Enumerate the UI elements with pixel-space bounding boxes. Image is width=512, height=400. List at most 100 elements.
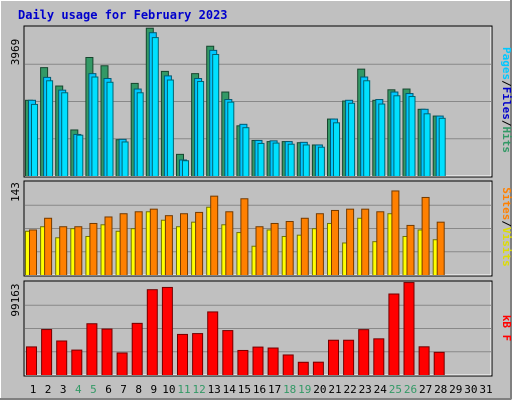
bar-kbytes-day-18 (282, 354, 294, 375)
bar-sites-day-10 (164, 215, 173, 275)
x-tick-label: 31 (479, 383, 492, 396)
x-tick-label: 3 (60, 383, 67, 396)
bar-sites-day-24 (376, 211, 385, 275)
bar-kbytes-day-21 (328, 339, 339, 375)
bar-kbytes-day-26 (403, 282, 415, 375)
x-tick-label: 6 (105, 383, 112, 396)
bar-kbytes-day-11 (177, 333, 188, 375)
x-tick-label: 27 (419, 383, 432, 396)
bar-kbytes-day-9 (146, 289, 158, 375)
x-tick-label: 4 (75, 383, 82, 396)
bar-kbytes-day-16 (252, 346, 264, 375)
bar-files-day-7 (121, 141, 129, 176)
bar-sites-day-1 (29, 229, 37, 275)
bar-kbytes-day-19 (297, 361, 309, 375)
legend-files: Files (500, 87, 512, 120)
bar-kbytes-day-4 (71, 349, 83, 375)
bar-files-day-19 (302, 144, 310, 176)
bar-kbytes-day-15 (237, 349, 249, 375)
bar-kbytes-day-6 (101, 328, 113, 375)
bar-kbytes-day-8 (131, 322, 143, 375)
x-tick-label: 17 (268, 383, 281, 396)
x-tick-label: 1 (30, 383, 37, 396)
bar-files-day-16 (257, 142, 265, 176)
bar-files-day-2 (46, 80, 54, 176)
bar-sites-day-25 (391, 190, 400, 275)
legend-hits: Hits (500, 127, 512, 154)
bar-kbytes-day-28 (433, 351, 445, 375)
bar-sites-day-9 (149, 208, 158, 275)
bar-kbytes-day-25 (388, 293, 400, 375)
kbytes-panel (23, 280, 493, 377)
x-tick-label: 5 (90, 383, 97, 396)
bar-kbytes-day-17 (267, 347, 279, 375)
bar-kbytes-day-12 (192, 333, 204, 375)
bar-kbytes-day-3 (56, 340, 68, 375)
bar-kbytes-day-2 (41, 329, 53, 375)
bar-files-day-4 (76, 134, 84, 176)
bar-files-day-28 (438, 117, 446, 176)
bar-sites-day-15 (240, 198, 249, 275)
x-tick-label: 8 (135, 383, 142, 396)
bar-files-day-27 (423, 113, 431, 176)
x-tick-label: 18 (283, 383, 296, 396)
bar-kbytes-day-27 (418, 346, 430, 375)
x-tick-label: 7 (120, 383, 127, 396)
bar-sites-day-5 (89, 222, 98, 275)
bar-sites-day-21 (331, 209, 339, 275)
bar-sites-day-14 (225, 211, 234, 275)
bar-sites-day-4 (74, 226, 83, 275)
bar-sites-day-17 (270, 222, 279, 275)
x-tick-label: 15 (238, 383, 251, 396)
bar-sites-day-27 (421, 196, 430, 275)
bar-files-day-22 (348, 102, 356, 176)
x-tick-label: 10 (162, 383, 175, 396)
bar-sites-day-3 (59, 226, 68, 275)
hits-files-pages-panel (23, 25, 493, 178)
bar-sites-day-2 (44, 217, 53, 275)
legend-sites: Sites (500, 187, 512, 220)
x-tick-label: 28 (434, 383, 447, 396)
bar-kbytes-day-23 (358, 329, 370, 375)
x-tick-label: 19 (298, 383, 311, 396)
x-tick-label: 16 (253, 383, 266, 396)
bar-kbytes-day-5 (86, 323, 98, 375)
bar-kbytes-day-7 (116, 352, 128, 375)
bar-kbytes-day-13 (207, 311, 219, 375)
x-tick-label: 9 (150, 383, 157, 396)
bar-sites-day-22 (346, 208, 355, 275)
bar-files-day-23 (363, 80, 371, 176)
bar-kbytes-day-14 (222, 330, 234, 375)
chart-title: Daily usage for February 2023 (18, 8, 228, 22)
bar-files-day-5 (91, 76, 99, 176)
x-tick-label: 29 (449, 383, 462, 396)
legend-pages: Pages (500, 47, 512, 80)
bar-sites-day-8 (134, 211, 143, 275)
x-tick-label: 26 (404, 383, 417, 396)
bar-files-day-6 (106, 81, 114, 176)
panel-kbytes-max-label: 99163 (9, 283, 22, 316)
bar-kbytes-day-24 (373, 338, 385, 375)
bar-sites-day-20 (315, 213, 324, 275)
bar-sites-day-7 (119, 213, 128, 275)
bar-files-day-18 (287, 143, 295, 176)
bar-kbytes-day-20 (312, 361, 324, 375)
bar-files-day-12 (197, 81, 205, 176)
bar-kbytes-day-10 (161, 286, 173, 375)
bar-files-day-11 (182, 160, 189, 176)
legend-visits: Visits (500, 227, 512, 267)
bar-files-day-20 (317, 146, 325, 176)
panel-visits-max-label: 143 (9, 182, 22, 202)
bar-kbytes-day-1 (26, 346, 37, 375)
visits-sites-panel (23, 180, 493, 277)
bar-sites-day-11 (180, 213, 188, 275)
bar-sites-day-23 (361, 208, 370, 275)
bar-files-day-26 (408, 96, 416, 176)
x-axis-day-labels: 1 2 3 4 5 6 7 8 9 10 11 12 13 14 15 16 17 18 19 20 21 22 23 24 2… (30, 383, 493, 396)
x-tick-label: 21 (328, 383, 341, 396)
x-tick-label: 2 (45, 383, 52, 396)
bar-sites-day-19 (300, 217, 309, 275)
bar-files-day-9 (151, 37, 159, 177)
x-tick-label: 13 (208, 383, 221, 396)
